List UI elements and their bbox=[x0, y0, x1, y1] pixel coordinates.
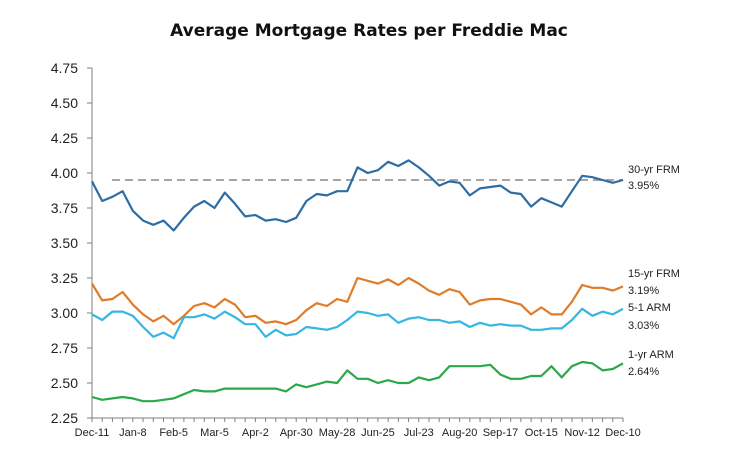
series-value-label: 3.03% bbox=[628, 320, 659, 332]
x-tick-label: Apr-30 bbox=[280, 427, 313, 439]
y-tick-label: 2.75 bbox=[51, 340, 78, 356]
x-tick-label: Oct-15 bbox=[525, 427, 558, 439]
y-tick-label: 4.00 bbox=[51, 165, 78, 181]
x-tick-label: May-28 bbox=[319, 427, 356, 439]
y-tick-label: 2.25 bbox=[51, 410, 78, 426]
series-name-label: 5-1 ARM bbox=[628, 302, 671, 314]
x-tick-label: Dec-11 bbox=[75, 427, 110, 439]
series-line-1 bbox=[91, 276, 624, 326]
end-label-layer: 30-yr FRM 3.95% 15-yr FRM 3.19% 5-1 ARM 3.03%… bbox=[628, 164, 680, 378]
x-tick-label: Jan-8 bbox=[119, 427, 147, 439]
y-tick-label: 3.75 bbox=[51, 200, 78, 216]
y-tick-label: 3.50 bbox=[51, 235, 78, 251]
x-tick-label: Mar-5 bbox=[200, 427, 229, 439]
y-tick-label: 4.75 bbox=[51, 60, 78, 76]
x-tick-label: Apr-2 bbox=[242, 427, 269, 439]
series-value-label: 3.95% bbox=[628, 180, 659, 192]
y-tick-label: 4.50 bbox=[51, 95, 78, 111]
x-axis: Dec-11 Jan-8 Feb-5 Mar-5 Apr-2 Apr-30 May-28 Ju… bbox=[75, 417, 641, 439]
series-layer bbox=[91, 159, 624, 403]
series-value-label: 2.64% bbox=[628, 366, 659, 378]
y-tick-label: 3.00 bbox=[51, 305, 78, 321]
chart-title: Average Mortgage Rates per Freddie Mac bbox=[170, 21, 568, 41]
series-line-3 bbox=[91, 360, 624, 403]
x-tick-label: Aug-20 bbox=[442, 427, 477, 439]
x-tick-label: Dec-10 bbox=[605, 427, 640, 439]
series-name-label: 1-yr ARM bbox=[628, 349, 674, 361]
y-tick-label: 2.50 bbox=[51, 375, 78, 391]
y-tick-label: 3.25 bbox=[51, 270, 78, 286]
y-tick-label: 4.25 bbox=[51, 130, 78, 146]
x-tick-label: Feb-5 bbox=[159, 427, 188, 439]
y-axis: 4.75 4.50 4.25 4.00 3.75 3.50 3.25 3.00 2.75 2.50… bbox=[51, 60, 93, 426]
x-tick-label: Jul-23 bbox=[404, 427, 434, 439]
series-name-label: 30-yr FRM bbox=[628, 164, 680, 176]
series-value-label: 3.19% bbox=[628, 285, 659, 297]
x-tick-label: Jun-25 bbox=[361, 427, 395, 439]
series-name-label: 15-yr FRM bbox=[628, 268, 680, 280]
x-tick-label: Nov-12 bbox=[564, 427, 599, 439]
series-line-2 bbox=[91, 307, 624, 340]
x-tick-label: Sep-17 bbox=[483, 427, 518, 439]
series-line-0 bbox=[91, 159, 624, 232]
